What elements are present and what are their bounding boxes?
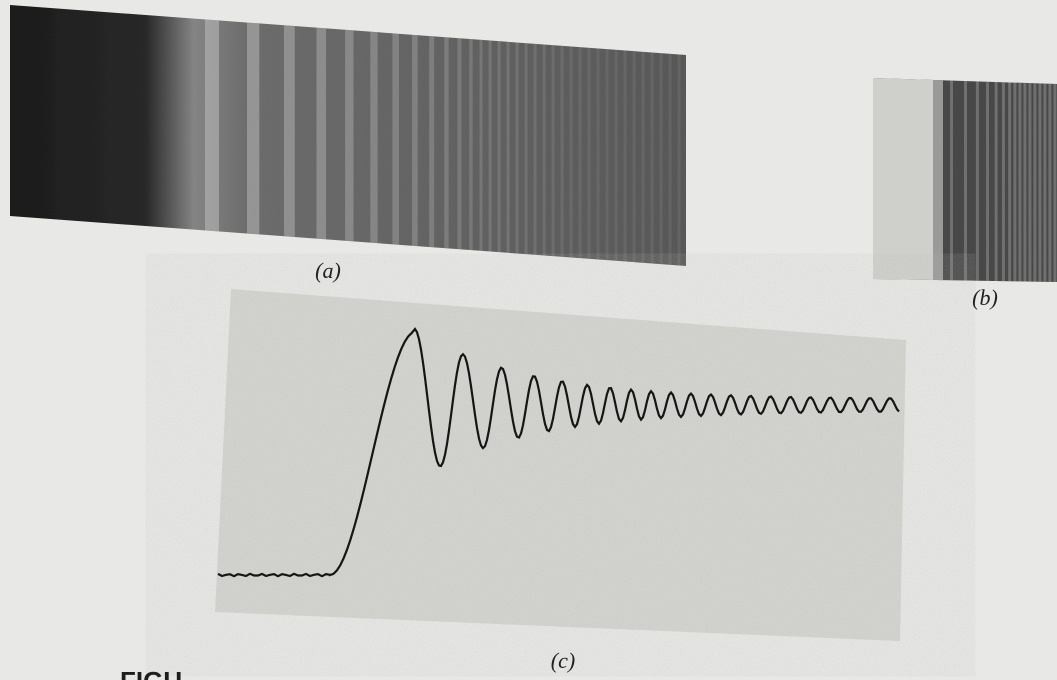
fringe [1053, 78, 1057, 282]
fringe [1023, 78, 1027, 282]
panel-label: (c) [551, 648, 575, 673]
fringe [345, 5, 354, 266]
fringe [429, 5, 435, 266]
fringe [578, 5, 582, 266]
fringe [533, 5, 537, 266]
fringe [964, 78, 967, 282]
fringe [551, 5, 555, 266]
panel-label: (b) [972, 285, 998, 310]
fringe [247, 5, 260, 266]
fringe [497, 5, 501, 266]
fringe [205, 5, 219, 266]
fringe [975, 78, 979, 282]
fringe [587, 5, 591, 266]
fringe [659, 5, 663, 266]
fringe [950, 78, 953, 282]
fringe [986, 78, 990, 282]
fringe [542, 5, 546, 266]
fringe [605, 5, 609, 266]
fringe [506, 5, 510, 266]
fringe [677, 5, 681, 266]
panel-b-image [873, 78, 1057, 282]
fringe [316, 5, 327, 266]
fringe [479, 5, 483, 266]
panel-a-image [10, 5, 686, 266]
fringe [444, 5, 449, 266]
fringe [1028, 78, 1032, 282]
fringe [596, 5, 600, 266]
fringe [1018, 78, 1022, 282]
fringe [392, 5, 399, 266]
fringe [488, 5, 492, 266]
fringe [614, 5, 618, 266]
fringe [994, 78, 998, 282]
fringe [641, 5, 645, 266]
fringe [370, 5, 378, 266]
fringe [560, 5, 564, 266]
fringe [1048, 78, 1052, 282]
fringe [524, 5, 528, 266]
panel-c-image [215, 289, 906, 641]
fringe [457, 5, 462, 266]
fringe [623, 5, 627, 266]
fringe [469, 5, 473, 266]
fringe [1038, 78, 1042, 282]
fringe [1043, 78, 1047, 282]
fringe [411, 5, 418, 266]
fringe [569, 5, 573, 266]
fringe [1013, 78, 1017, 282]
oscilloscope-trace [217, 327, 900, 578]
fringe [515, 5, 519, 266]
fringe [1001, 78, 1005, 282]
fringe [632, 5, 636, 266]
panel-label: (a) [315, 258, 341, 283]
fringe [668, 5, 672, 266]
fringe [1008, 78, 1012, 282]
fringe [650, 5, 654, 266]
fringe [1033, 78, 1037, 282]
figure-caption: FIGU [120, 666, 182, 680]
fringe [283, 5, 295, 266]
